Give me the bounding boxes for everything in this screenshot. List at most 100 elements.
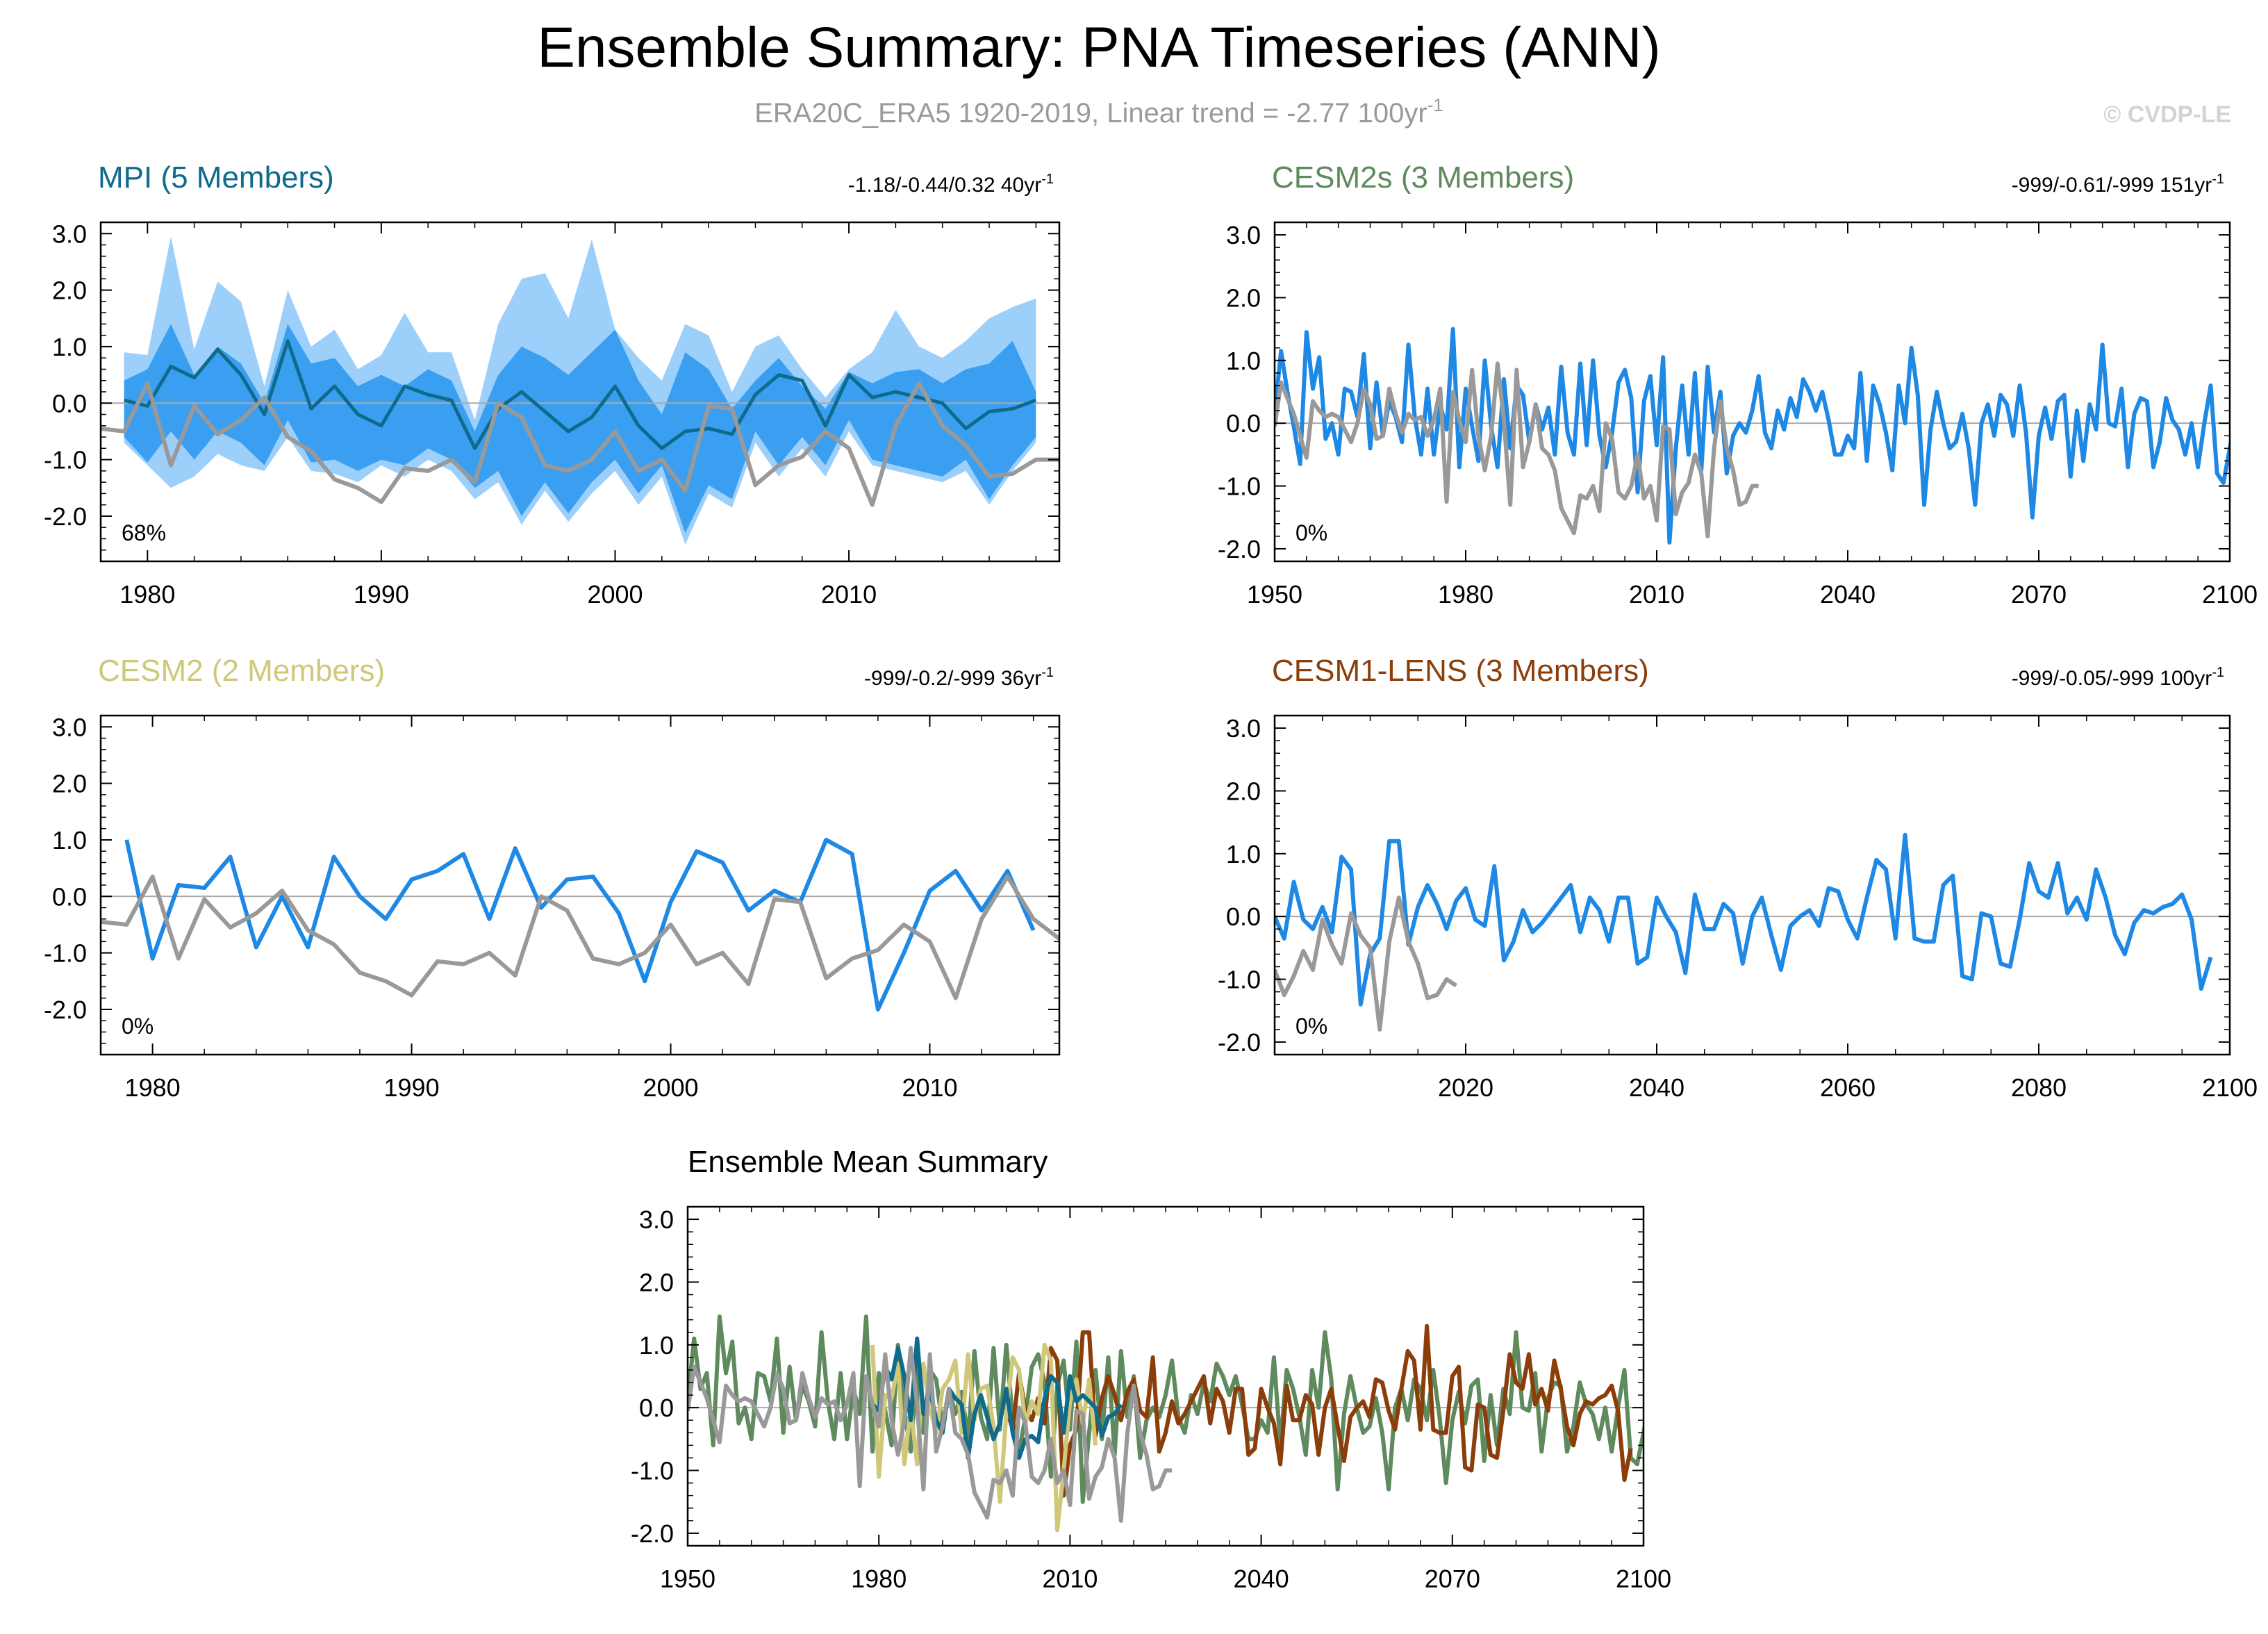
trend-superscript: -1: [1041, 665, 1054, 680]
y-tick-label: 0.0: [1226, 902, 1261, 931]
subtitle-superscript: -1: [1427, 94, 1443, 115]
y-tick-label: -2.0: [1218, 1028, 1261, 1057]
watermark: © CVDP-LE: [2103, 101, 2231, 128]
x-tick-label: 2070: [2011, 580, 2067, 609]
subtitle-text: ERA20C_ERA5 1920-2019, Linear trend = -2…: [754, 98, 1427, 129]
y-tick-label: 3.0: [639, 1205, 674, 1234]
y-tick-label: 1.0: [1226, 840, 1261, 868]
x-tick-label: 2040: [1820, 580, 1876, 609]
y-tick-label: 2.0: [52, 770, 87, 798]
y-tick-label: -2.0: [44, 996, 87, 1024]
x-tick-label: 1980: [1438, 580, 1493, 609]
y-tick-label: 0.0: [1226, 409, 1261, 438]
trend-value: -999/-0.05/-999 100yr: [2012, 667, 2212, 690]
x-tick-label: 1980: [851, 1565, 907, 1593]
x-tick-label: 1980: [119, 580, 175, 609]
y-tick-label: -1.0: [1218, 966, 1261, 994]
plot-frame: [99, 714, 1061, 1056]
panel-cesm1: -2.0 -1.0 0.0 1.0 2.0 3.0 2020 2040 2060 2080 2100…: [1218, 654, 2258, 1102]
y-tick-label: 1.0: [52, 826, 87, 855]
percent-label: 0%: [122, 1014, 154, 1039]
panel-mpi: -2.0 -1.0 0.0 1.0 2.0 3.0 1980 1990 2000 2010 MPI …: [44, 160, 1061, 609]
y-tick-label: -1.0: [631, 1457, 674, 1485]
trend-value: -1.18/-0.44/0.32 40yr: [848, 174, 1042, 197]
y-tick-label: 1.0: [639, 1331, 674, 1360]
trend-superscript: -1: [1041, 172, 1054, 187]
trend-value: -999/-0.61/-999 151yr: [2012, 174, 2212, 197]
panel-title: CESM1-LENS (3 Members): [1272, 654, 1649, 688]
trend-label: -999/-0.61/-999 151yr-1: [2012, 172, 2224, 197]
plot-frame: [686, 1205, 1645, 1547]
y-tick-label: 1.0: [52, 333, 87, 361]
y-tick-label: -1.0: [44, 939, 87, 968]
x-tick-label: 2070: [1425, 1565, 1480, 1593]
x-tick-label: 2010: [1042, 1565, 1098, 1593]
plot-area: [1275, 327, 2230, 545]
member-line: [1275, 832, 2213, 1007]
trend-superscript: -1: [2212, 172, 2224, 187]
y-tick-label: 0.0: [52, 882, 87, 911]
observations-line: [1275, 896, 1457, 1032]
plot-area: [101, 236, 1059, 545]
percent-label: 68%: [122, 520, 166, 545]
member-line: [1275, 327, 2230, 545]
x-tick-label: 2080: [2011, 1073, 2067, 1102]
panel-title: CESM2s (3 Members): [1272, 160, 1574, 195]
ensemble-mean-line: [124, 339, 1037, 450]
panel-ens_mean: -2.0 -1.0 0.0 1.0 2.0 3.0 1950 1980 2010 2040 2070…: [631, 1145, 1671, 1593]
trend-label: -999/-0.05/-999 100yr-1: [2012, 665, 2224, 690]
x-tick-label: 2040: [1629, 1073, 1685, 1102]
trend-label: -999/-0.2/-999 36yr-1: [864, 665, 1054, 690]
x-tick-label: 1990: [384, 1073, 440, 1102]
figure-title: Ensemble Summary: PNA Timeseries (ANN): [537, 16, 1661, 79]
y-tick-label: 1.0: [1226, 347, 1261, 375]
y-tick-label: 2.0: [1226, 777, 1261, 805]
y-tick-label: 3.0: [1226, 221, 1261, 249]
observations-line: [101, 874, 1059, 1000]
plot-frame: [1273, 221, 2231, 563]
y-tick-label: -2.0: [44, 502, 87, 531]
x-tick-label: 1980: [125, 1073, 181, 1102]
x-tick-label: 2010: [821, 580, 877, 609]
y-tick-label: 3.0: [52, 220, 87, 248]
x-tick-label: 1950: [660, 1565, 715, 1593]
y-tick-label: -2.0: [1218, 535, 1261, 563]
trend-value: -999/-0.2/-999 36yr: [864, 667, 1041, 690]
plot-frame: [1273, 714, 2231, 1056]
x-tick-label: 2040: [1234, 1565, 1289, 1593]
series-line-cesm1-lens: [1004, 1323, 1633, 1498]
trend-superscript: -1: [2212, 665, 2224, 680]
member-line: [124, 837, 1036, 1012]
panels-layer: -2.0 -1.0 0.0 1.0 2.0 3.0 1980 1990 2000 2010 MPI …: [44, 160, 2258, 1593]
panel-title: MPI (5 Members): [98, 160, 334, 195]
ensemble-inner-band: [124, 324, 1036, 534]
figure-subtitle: ERA20C_ERA5 1920-2019, Linear trend = -2…: [754, 94, 1443, 129]
percent-label: 0%: [1296, 520, 1327, 545]
x-tick-label: 2020: [1438, 1073, 1493, 1102]
y-tick-label: -1.0: [44, 446, 87, 474]
plot-area: [101, 837, 1059, 1012]
x-tick-label: 2000: [587, 580, 643, 609]
y-tick-label: -1.0: [1218, 472, 1261, 501]
y-tick-label: 0.0: [52, 389, 87, 418]
panel-cesm2: -2.0 -1.0 0.0 1.0 2.0 3.0 1980 1990 2000 2010 CESM…: [44, 654, 1061, 1102]
y-tick-label: -2.0: [631, 1519, 674, 1548]
panel-title: Ensemble Mean Summary: [688, 1145, 1048, 1179]
y-tick-label: 2.0: [52, 277, 87, 305]
plot-area: [688, 1314, 1644, 1533]
panel-title: CESM2 (2 Members): [98, 654, 385, 688]
y-tick-label: 0.0: [639, 1394, 674, 1422]
panel-cesm2s: -2.0 -1.0 0.0 1.0 2.0 3.0 1950 1980 2010 2040 2070…: [1218, 160, 2258, 609]
y-tick-label: 2.0: [1226, 283, 1261, 312]
x-tick-label: 1990: [354, 580, 409, 609]
x-tick-label: 2100: [1616, 1565, 1671, 1593]
y-tick-label: 2.0: [639, 1268, 674, 1296]
x-tick-label: 2060: [1820, 1073, 1876, 1102]
x-tick-label: 2100: [2202, 580, 2258, 609]
observations-line: [101, 381, 1059, 507]
observations-line: [1275, 361, 1759, 538]
x-tick-label: 2010: [1629, 580, 1685, 609]
series-line-era20c-era5: [688, 1346, 1173, 1523]
y-tick-label: 3.0: [52, 713, 87, 741]
